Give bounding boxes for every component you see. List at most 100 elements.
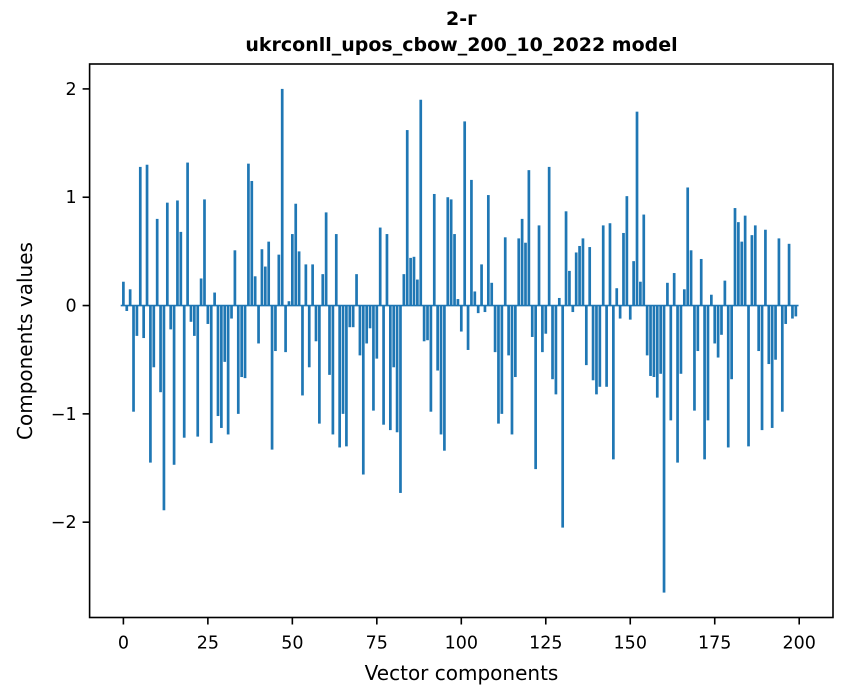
bar [706, 305, 710, 421]
bar [311, 264, 314, 306]
bar [216, 305, 220, 417]
bar [125, 305, 129, 311]
bar [554, 305, 558, 395]
bar [382, 305, 385, 425]
bar [399, 305, 402, 493]
bar [628, 305, 632, 320]
bar [618, 305, 622, 319]
bar [622, 232, 625, 306]
bar [598, 305, 602, 387]
bar [392, 305, 396, 368]
bar [459, 305, 463, 332]
bar [770, 305, 774, 428]
chart-title: 2-г ukrconll_upos_cbow_200_10_2022 model [90, 6, 833, 58]
bar [645, 305, 649, 356]
bar [345, 305, 348, 447]
x-tick-label: 25 [197, 634, 219, 654]
bar [375, 305, 379, 359]
bar [169, 305, 173, 330]
y-tick-label: −2 [51, 513, 77, 533]
bar [777, 238, 781, 306]
bar [463, 121, 467, 306]
bar [753, 225, 757, 306]
bar [247, 163, 250, 306]
bar [503, 237, 507, 306]
bar [466, 305, 470, 350]
bar [578, 245, 581, 306]
bar [220, 305, 223, 428]
bar [723, 280, 727, 306]
plot-border [88, 63, 834, 619]
bar [321, 274, 325, 306]
bar [284, 305, 287, 353]
bar [419, 99, 423, 306]
bar [655, 305, 659, 398]
bar [422, 305, 426, 342]
bar [385, 234, 389, 306]
bar [334, 234, 338, 306]
bar [314, 305, 318, 342]
bar [791, 305, 794, 319]
bar [122, 281, 125, 306]
bar [747, 305, 750, 447]
bar [527, 170, 531, 306]
bar [486, 195, 490, 306]
bar [405, 130, 409, 306]
bar [199, 278, 203, 306]
x-tick-label: 150 [614, 634, 647, 654]
bar [635, 111, 639, 306]
bar [672, 273, 676, 306]
bar [368, 305, 372, 329]
bar [193, 305, 196, 336]
bar [429, 305, 433, 412]
bar [497, 305, 500, 424]
bar [615, 288, 619, 306]
bar [307, 305, 311, 368]
bar [443, 305, 446, 451]
bar [750, 235, 754, 306]
zero-baseline [120, 304, 799, 307]
bar [446, 197, 450, 306]
bar [557, 297, 561, 306]
bar [240, 305, 244, 378]
bar [713, 305, 717, 344]
bar [277, 254, 281, 306]
bar [449, 199, 453, 306]
bar [514, 305, 517, 378]
bar [568, 270, 571, 306]
bar [595, 305, 598, 395]
bar [209, 305, 213, 444]
bar [196, 305, 200, 437]
bar [561, 305, 565, 528]
bar [304, 264, 308, 306]
bar [186, 162, 189, 306]
bar [426, 305, 429, 341]
bar [260, 249, 264, 306]
x-tick-label: 50 [281, 634, 303, 654]
bar [493, 305, 497, 353]
bar [480, 264, 483, 306]
bar [453, 234, 456, 306]
bar [601, 225, 605, 306]
bar [544, 305, 548, 334]
bar [250, 180, 254, 306]
bar [270, 305, 274, 450]
chart-title-line1: 2-г [445, 8, 478, 30]
bar [520, 218, 524, 306]
bar [534, 305, 537, 470]
bar [287, 301, 291, 306]
bar [416, 279, 419, 306]
bar [625, 196, 629, 306]
bar [132, 305, 135, 412]
bar [318, 305, 321, 424]
bar [213, 292, 216, 306]
bar [784, 305, 788, 324]
bar [274, 305, 277, 352]
bar [689, 250, 693, 306]
bar [395, 305, 399, 433]
bar [666, 282, 669, 306]
bar [179, 231, 183, 306]
bar [537, 225, 541, 306]
bar [676, 305, 679, 463]
